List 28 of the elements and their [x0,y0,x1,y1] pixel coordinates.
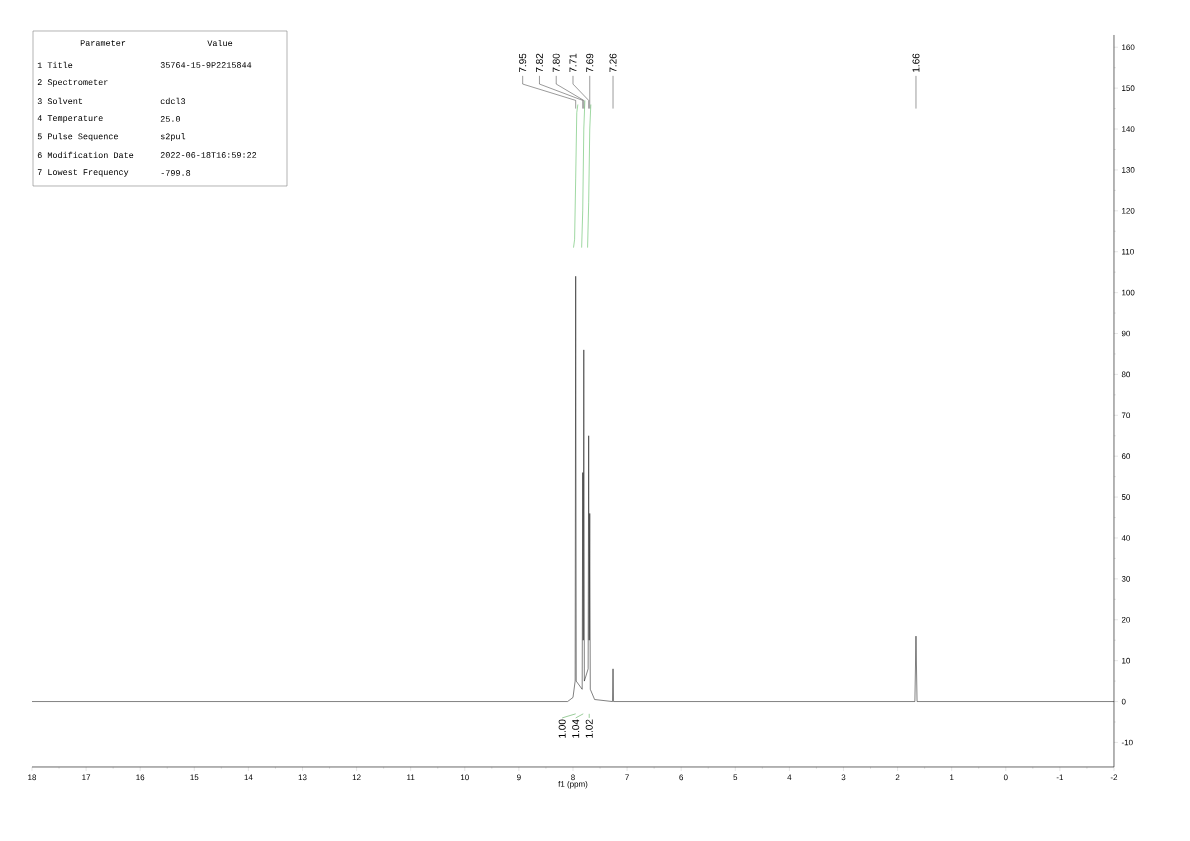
annotation: 5 Pulse Sequence [37,133,118,141]
annotation: 6 Modification Date [37,151,134,159]
annotation: 1.02 [585,719,593,738]
annotation: 2022-06-18T16:59:22 [160,152,257,158]
line-series [573,104,579,248]
annotation: 7 Lowest Frequency [37,169,129,177]
annotation: 7.71 [569,53,577,73]
line-series [587,104,592,248]
line-series [581,100,586,248]
annotation: 35764-15-9P2215844 [160,62,252,68]
annotation: cdcl3 [160,97,186,105]
annotation: -799.8 [161,170,191,176]
annotation: 7.95 [519,53,527,73]
annotation: 4 Temperature [37,115,103,123]
annotation: Value [207,39,233,47]
annotation: s2pul [160,133,186,141]
annotation: 3 Solvent [37,97,83,105]
annotation: 1 Title [37,61,73,69]
annotation: 7.82 [535,53,543,73]
annotation: 1.04 [572,719,580,738]
annotation: 7.80 [552,53,560,73]
annotation: 7.26 [609,53,617,73]
annotation: 7.69 [586,53,594,73]
annotation: 1.66 [912,53,920,72]
annotation: 1.00 [558,719,566,738]
annotation: 2 Spectrometer [37,79,108,87]
annotation: 25.0 [160,116,181,122]
annotation: Parameter [80,40,126,46]
